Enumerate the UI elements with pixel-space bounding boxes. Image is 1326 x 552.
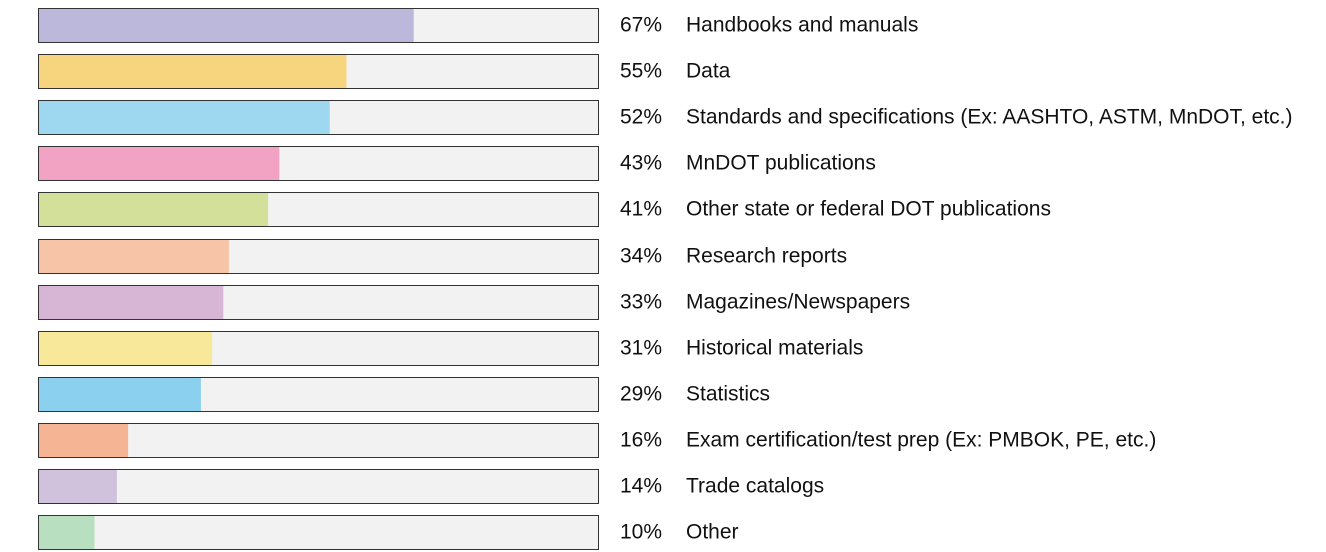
value-label: 16% <box>620 429 662 452</box>
bar <box>38 469 117 504</box>
bar <box>38 146 280 181</box>
value-label: 31% <box>620 337 662 360</box>
value-label: 41% <box>620 198 662 221</box>
bar <box>38 239 229 274</box>
bar-track <box>38 469 599 504</box>
bar-border <box>38 469 599 504</box>
value-label: 43% <box>620 152 662 175</box>
category-label: Historical materials <box>686 337 863 360</box>
bar <box>38 8 414 43</box>
bar-border <box>38 515 599 550</box>
category-label: Magazines/Newspapers <box>686 291 910 314</box>
value-label: 67% <box>620 14 662 37</box>
category-label: MnDOT publications <box>686 152 876 175</box>
category-label: Data <box>686 60 731 83</box>
category-label: Exam certification/test prep (Ex: PMBOK,… <box>686 429 1156 452</box>
bar-border <box>38 331 599 366</box>
category-label: Statistics <box>686 383 770 406</box>
bar-track <box>38 423 599 458</box>
category-label: Trade catalogs <box>686 475 824 498</box>
category-label: Handbooks and manuals <box>686 14 918 37</box>
value-label: 52% <box>620 106 662 129</box>
bar <box>38 515 95 550</box>
bar-border <box>38 8 599 43</box>
bar-border <box>38 192 599 227</box>
bar-border <box>38 146 599 181</box>
bar <box>38 423 129 458</box>
value-label: 55% <box>620 60 662 83</box>
category-label: Research reports <box>686 245 847 268</box>
bar-border <box>38 423 599 458</box>
value-label: 29% <box>620 383 662 406</box>
category-label: Standards and specifications (Ex: AASHTO… <box>686 106 1293 129</box>
bar-track <box>38 515 599 550</box>
bar <box>38 285 224 320</box>
bar <box>38 100 330 135</box>
bar <box>38 377 201 412</box>
value-label: 10% <box>620 521 662 544</box>
value-label: 14% <box>620 475 662 498</box>
value-label: 34% <box>620 245 662 268</box>
category-label: Other state or federal DOT publications <box>686 198 1051 221</box>
bar <box>38 331 213 366</box>
value-label: 33% <box>620 291 662 314</box>
bar-border <box>38 239 599 274</box>
bar-border <box>38 54 599 89</box>
bar <box>38 192 269 227</box>
bar <box>38 54 347 89</box>
bar-border <box>38 377 599 412</box>
category-label: Other <box>686 521 739 544</box>
bar-border <box>38 285 599 320</box>
bar-border <box>38 100 599 135</box>
